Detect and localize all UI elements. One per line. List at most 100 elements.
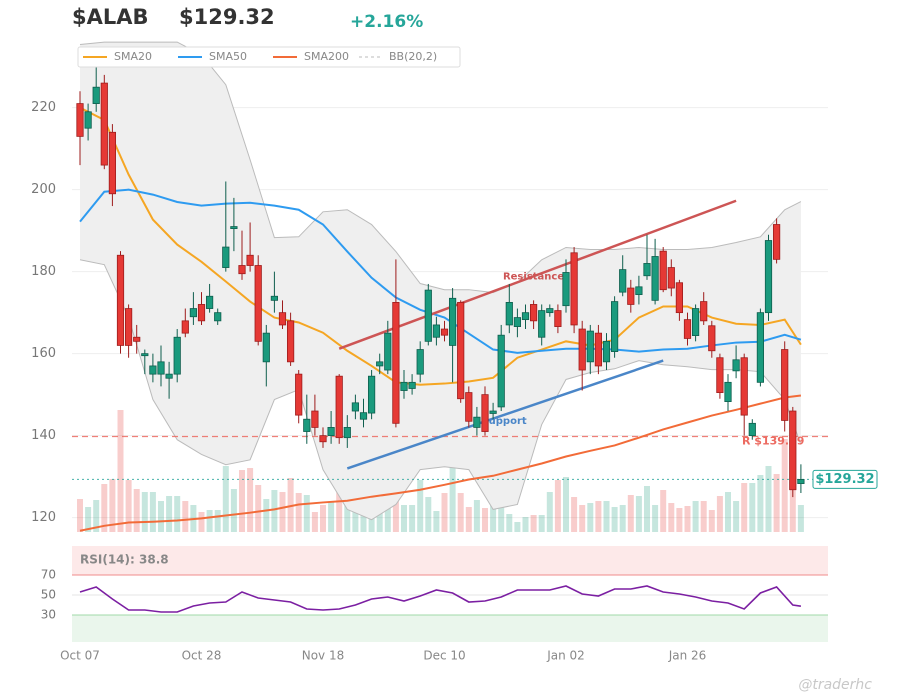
- volume-bar: [498, 498, 505, 532]
- volume-bar: [781, 439, 788, 532]
- volume-bar: [149, 492, 156, 532]
- candle-body: [643, 263, 651, 277]
- bollinger-lower: [79, 259, 802, 521]
- ticker: $ALAB: [72, 5, 149, 29]
- candle-body: [781, 349, 789, 421]
- trendline-label: Resistance: [503, 272, 564, 283]
- rsi-tick-label: 70: [41, 568, 56, 582]
- x-tick-label: Oct 28: [182, 649, 222, 663]
- level-label: R $139.79: [742, 434, 804, 447]
- volume-bar: [328, 502, 335, 532]
- volume-bar: [530, 515, 537, 532]
- candle-body: [157, 361, 165, 375]
- candle-body: [700, 301, 708, 322]
- y-tick-label: 180: [31, 264, 56, 279]
- volume-bar: [166, 496, 173, 532]
- candle-body: [465, 392, 473, 422]
- candle-body: [230, 226, 238, 230]
- candle-body: [270, 295, 279, 301]
- candle-body: [683, 319, 692, 339]
- volume-bar: [676, 508, 683, 532]
- candle-body: [554, 310, 562, 327]
- volume-bar: [757, 475, 764, 532]
- candle-body: [481, 394, 489, 432]
- candle-body: [773, 224, 781, 260]
- candle-body: [416, 349, 424, 375]
- candle-body: [505, 301, 513, 326]
- volume-bar: [295, 493, 302, 532]
- candle-body: [724, 381, 732, 402]
- volume-bar: [174, 496, 181, 532]
- volume-bar: [554, 480, 561, 532]
- volume-bar: [725, 492, 731, 532]
- volume-bar: [538, 515, 545, 532]
- volume-bar: [125, 480, 132, 532]
- change: +2.16%: [350, 12, 423, 32]
- candle-body: [214, 312, 222, 322]
- volume-bar: [214, 510, 221, 532]
- candle-body: [262, 332, 270, 363]
- volume-bar: [595, 501, 602, 532]
- legend-label: SMA20: [114, 50, 152, 63]
- candle-body: [748, 422, 756, 437]
- volume-bar: [198, 512, 205, 532]
- legend-box: [77, 46, 461, 68]
- volume-bar: [85, 507, 92, 532]
- trendline: [346, 359, 664, 470]
- volume-bar: [320, 505, 326, 532]
- volume-bar: [603, 501, 610, 532]
- volume-bar: [133, 489, 140, 532]
- candle-body: [732, 359, 740, 372]
- x-tick-label: Nov 18: [302, 649, 345, 663]
- candle-body: [278, 312, 287, 326]
- candle-body: [295, 373, 303, 416]
- price: $129.32: [179, 5, 275, 29]
- volume-bar: [684, 506, 691, 532]
- candle-body: [222, 246, 230, 268]
- candle-body: [205, 295, 214, 309]
- y-tick-label: 220: [31, 100, 56, 115]
- volume-bar: [303, 495, 310, 532]
- volume-bar: [409, 505, 416, 532]
- legend-label: SMA50: [209, 50, 247, 63]
- volume-bar: [579, 505, 586, 532]
- candle-body: [440, 328, 449, 336]
- candle-body: [578, 328, 586, 371]
- volume-bar: [230, 489, 237, 532]
- x-tick-label: Oct 07: [60, 649, 100, 663]
- candle-body: [570, 252, 578, 326]
- volume-bar: [433, 511, 440, 532]
- candle-body: [521, 312, 530, 321]
- volume-bar: [522, 517, 529, 532]
- candle-body: [149, 365, 157, 375]
- volume-bar: [741, 483, 748, 532]
- volume-bar: [182, 501, 189, 532]
- volume-bar: [239, 470, 245, 532]
- candle-body: [756, 312, 765, 383]
- candle-body: [189, 308, 197, 318]
- y-tick-label: 200: [31, 182, 56, 197]
- candle-body: [351, 402, 360, 412]
- volume-bar: [733, 501, 740, 532]
- moving-average: [79, 394, 802, 532]
- volume-bar: [311, 512, 318, 532]
- volume-bar: [749, 483, 756, 532]
- volume-bar: [441, 493, 448, 532]
- candle-body: [619, 269, 627, 293]
- candle-body: [76, 103, 84, 137]
- candle-body: [335, 375, 343, 439]
- volume-bar: [417, 480, 424, 532]
- candle-body: [400, 381, 408, 391]
- volume-bar: [514, 522, 521, 532]
- candle-body: [92, 86, 100, 104]
- candle-body: [538, 310, 546, 338]
- volume-bar: [263, 499, 270, 532]
- legend-label: SMA200: [304, 50, 349, 63]
- candle-body: [246, 254, 254, 266]
- trendline-label: Support: [481, 416, 526, 427]
- candle-body: [432, 324, 441, 338]
- volume-bar: [401, 505, 407, 532]
- y-tick-label: 160: [31, 346, 56, 361]
- candle-body: [489, 410, 497, 414]
